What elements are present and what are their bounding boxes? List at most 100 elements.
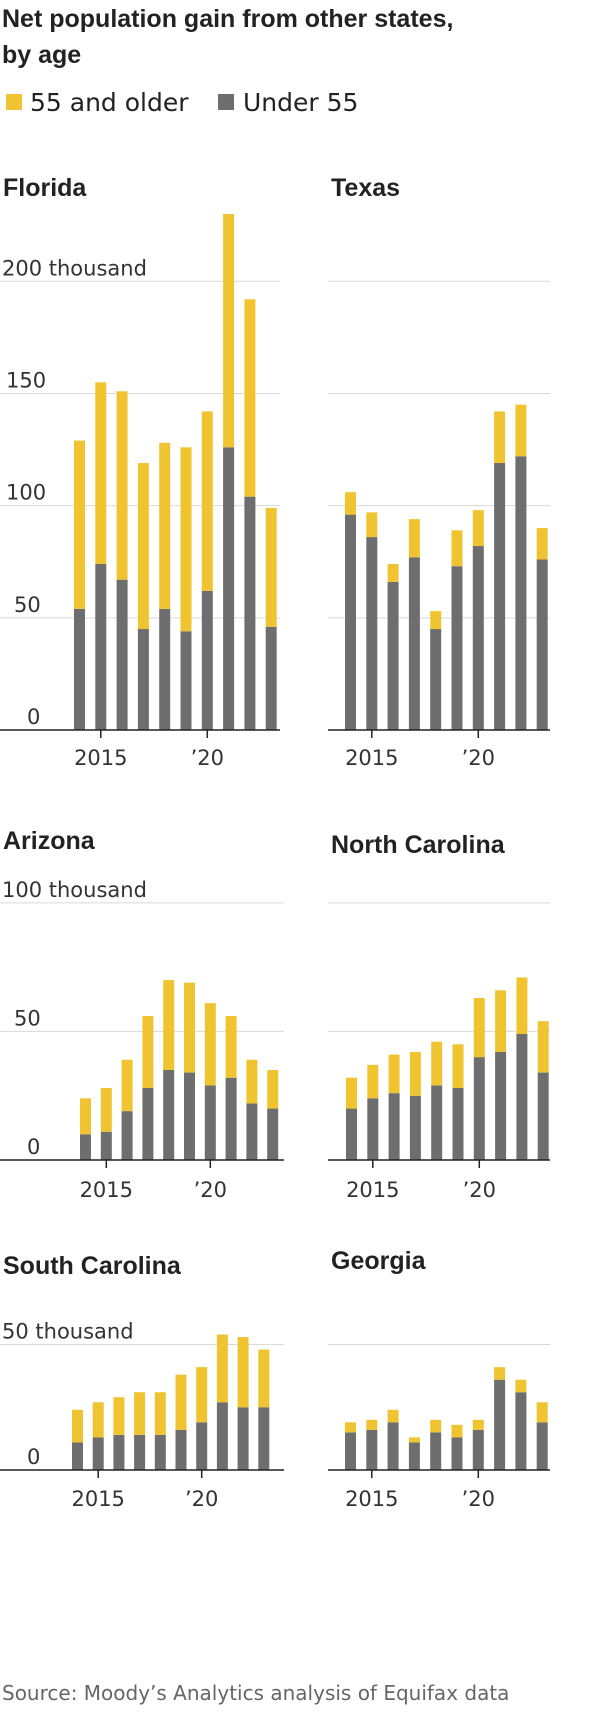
bar-under-55-2017 [137, 629, 149, 730]
bar-55-and-older-2018 [163, 980, 175, 1070]
bar-under-55-2021 [216, 1402, 228, 1470]
bar-under-55-2022 [515, 1392, 527, 1470]
bar-under-55-2015 [366, 537, 378, 730]
bar-55-and-older-2023 [537, 1021, 549, 1073]
bar-55-and-older-2014 [346, 1077, 357, 1109]
bar-55-and-older-2015 [95, 382, 107, 564]
panel-georgia: Georgia 2015 ’20 [328, 1247, 550, 1511]
bar-55-and-older-2019 [451, 530, 463, 567]
bar-55-and-older-2020 [196, 1367, 208, 1423]
legend-label-55-and-older: 55 and older [30, 88, 189, 117]
bar-under-55-2019 [175, 1429, 187, 1470]
bar-under-55-2017 [408, 1442, 420, 1470]
bar-55-and-older-2020 [473, 998, 485, 1058]
x-tick-label: 2015 [346, 1178, 399, 1202]
bar-under-55-2014 [346, 1108, 357, 1160]
bar-under-55-2022 [515, 456, 527, 730]
bar-under-55-2021 [225, 1077, 237, 1160]
bar-55-and-older-2021 [494, 1367, 506, 1380]
bar-under-55-2017 [142, 1088, 154, 1160]
panel-title-arizona: Arizona [3, 827, 96, 855]
y-tick-label: 0 [27, 1135, 40, 1159]
bar-55-and-older-2015 [366, 1419, 378, 1430]
bar-55-and-older-2015 [366, 512, 378, 538]
y-tick-label: 100 thousand [2, 878, 147, 902]
legend-swatch-55-and-older [6, 94, 22, 110]
bar-under-55-2020 [473, 1057, 485, 1160]
bar-55-and-older-2022 [246, 1059, 258, 1104]
bar-55-and-older-2016 [121, 1059, 133, 1112]
bar-under-55-2021 [223, 447, 235, 730]
bar-under-55-2023 [537, 1072, 549, 1160]
bar-under-55-2014 [345, 514, 356, 730]
bar-55-and-older-2022 [516, 977, 528, 1034]
bar-55-and-older-2019 [452, 1044, 464, 1088]
bar-55-and-older-2021 [495, 990, 507, 1052]
bar-under-55-2019 [451, 1437, 463, 1470]
bar-55-and-older-2019 [180, 447, 192, 632]
bar-under-55-2020 [472, 1429, 484, 1470]
bar-55-and-older-2023 [267, 1070, 279, 1109]
y-tick-label: 0 [27, 1445, 40, 1469]
panel-florida: Florida 0 50 100 150 200 thousand 2015 ’20 [0, 174, 280, 770]
bar-55-and-older-2020 [201, 411, 213, 591]
bar-55-and-older-2018 [430, 1419, 442, 1433]
x-tick-label: 2015 [345, 1487, 398, 1511]
bar-55-and-older-2017 [142, 1016, 154, 1088]
bar-55-and-older-2021 [494, 411, 506, 464]
bar-55-and-older-2022 [244, 299, 256, 497]
y-tick-label: 0 [27, 705, 40, 729]
chart-title-line2: by age [2, 41, 81, 69]
bar-55-and-older-2015 [367, 1064, 379, 1099]
x-tick-label: 2015 [71, 1487, 124, 1511]
bar-under-55-2023 [258, 1407, 270, 1470]
bar-55-and-older-2014 [345, 492, 356, 515]
bar-under-55-2022 [244, 496, 256, 730]
bar-55-and-older-2019 [451, 1424, 463, 1438]
bar-55-and-older-2016 [388, 1054, 400, 1094]
bar-55-and-older-2015 [100, 1088, 112, 1132]
y-tick-label: 50 thousand [2, 1320, 134, 1344]
bar-under-55-2019 [180, 631, 192, 730]
bar-under-55-2017 [408, 557, 420, 730]
bar-under-55-2017 [409, 1095, 421, 1160]
bar-55-and-older-2019 [184, 982, 195, 1073]
y-tick-label: 50 [14, 1006, 41, 1030]
x-tick-label: 2015 [345, 746, 398, 770]
legend-swatch-under-55 [218, 94, 234, 110]
panel-north-carolina: North Carolina 2015 ’20 [328, 831, 550, 1202]
bar-under-55-2022 [516, 1034, 528, 1160]
bar-under-55-2015 [92, 1437, 104, 1470]
x-tick-label: ’20 [194, 1178, 227, 1202]
bar-under-55-2018 [159, 608, 171, 730]
bar-under-55-2021 [494, 463, 506, 730]
x-tick-label: 2015 [74, 746, 127, 770]
bar-under-55-2015 [367, 1098, 379, 1160]
panel-arizona: Arizona 0 50 100 thousand 2015 ’20 [0, 827, 284, 1202]
bar-55-and-older-2017 [134, 1392, 146, 1435]
bar-55-and-older-2014 [74, 440, 85, 609]
panel-title-north-carolina: North Carolina [331, 831, 506, 859]
panel-title-georgia: Georgia [331, 1247, 427, 1275]
bar-55-and-older-2023 [536, 1402, 548, 1423]
y-tick-label: 150 [6, 368, 46, 392]
bar-under-55-2021 [495, 1052, 507, 1160]
bar-under-55-2017 [134, 1434, 146, 1470]
panel-title-texas: Texas [331, 174, 400, 202]
bar-55-and-older-2020 [472, 510, 484, 547]
x-tick-label: ’20 [191, 746, 224, 770]
bar-under-55-2014 [72, 1442, 83, 1470]
bar-55-and-older-2022 [515, 404, 527, 457]
bar-under-55-2020 [472, 546, 484, 730]
bar-under-55-2016 [113, 1434, 125, 1470]
legend-label-under-55: Under 55 [243, 88, 358, 117]
bar-under-55-2021 [494, 1379, 506, 1470]
bar-55-and-older-2017 [409, 1052, 421, 1096]
bar-55-and-older-2020 [472, 1419, 484, 1430]
bar-55-and-older-2018 [154, 1392, 166, 1435]
bar-under-55-2015 [95, 563, 107, 730]
bar-55-and-older-2018 [431, 1041, 443, 1086]
bar-under-55-2015 [366, 1429, 378, 1470]
panel-title-south-carolina: South Carolina [3, 1252, 182, 1280]
